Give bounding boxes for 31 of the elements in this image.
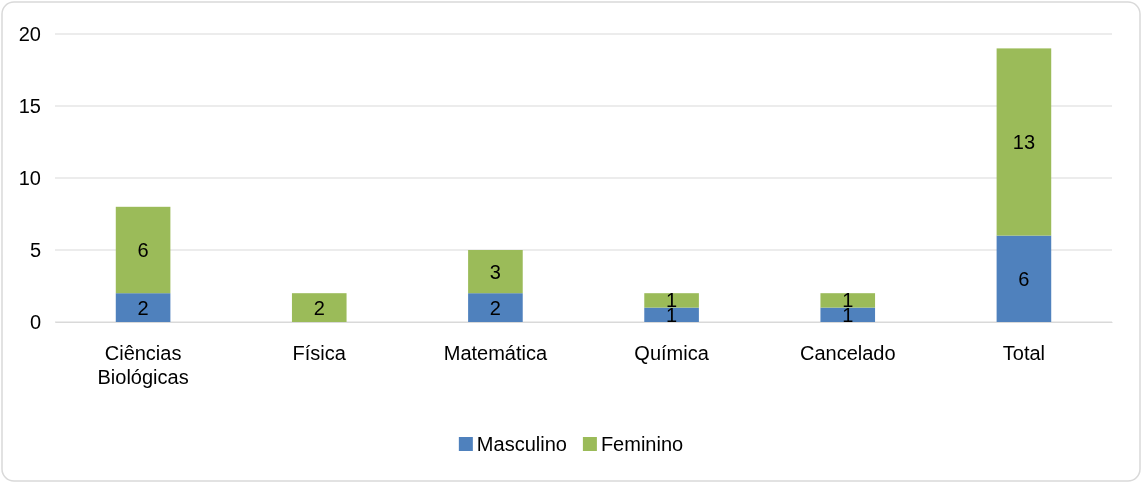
bar (644, 307, 699, 322)
bar (644, 293, 699, 308)
x-tick-label: Química (634, 342, 710, 365)
bar (996, 48, 1052, 236)
x-tick-label: Total (1002, 342, 1046, 365)
y-tick-label: 15 (18, 94, 41, 117)
bar (820, 293, 876, 308)
y-tick-label: 0 (29, 310, 41, 333)
y-tick-label: 10 (18, 166, 41, 189)
bar (996, 235, 1052, 322)
x-tick-label: Cancelado (799, 342, 896, 365)
data-label: 2 (313, 296, 325, 319)
bar (468, 250, 523, 294)
data-label: 2 (489, 296, 501, 319)
data-label: 3 (489, 260, 501, 283)
bar (115, 206, 171, 294)
x-tick-label: Física (292, 342, 347, 365)
legend-label: Masculino (476, 433, 567, 455)
bar (115, 293, 171, 322)
y-tick-label: 20 (18, 22, 41, 45)
bar (468, 293, 523, 322)
bar (820, 307, 876, 322)
y-tick-label: 5 (29, 238, 41, 261)
data-label: 13 (1012, 131, 1036, 153)
data-label: 2 (137, 296, 149, 319)
x-tick-label: Ciências Biológicas (97, 342, 189, 389)
data-label: 6 (137, 239, 149, 261)
x-tick-label: Matemática (443, 342, 548, 365)
data-label: 6 (1018, 267, 1030, 290)
bar (291, 293, 347, 322)
legend-label: Feminino (600, 433, 684, 455)
